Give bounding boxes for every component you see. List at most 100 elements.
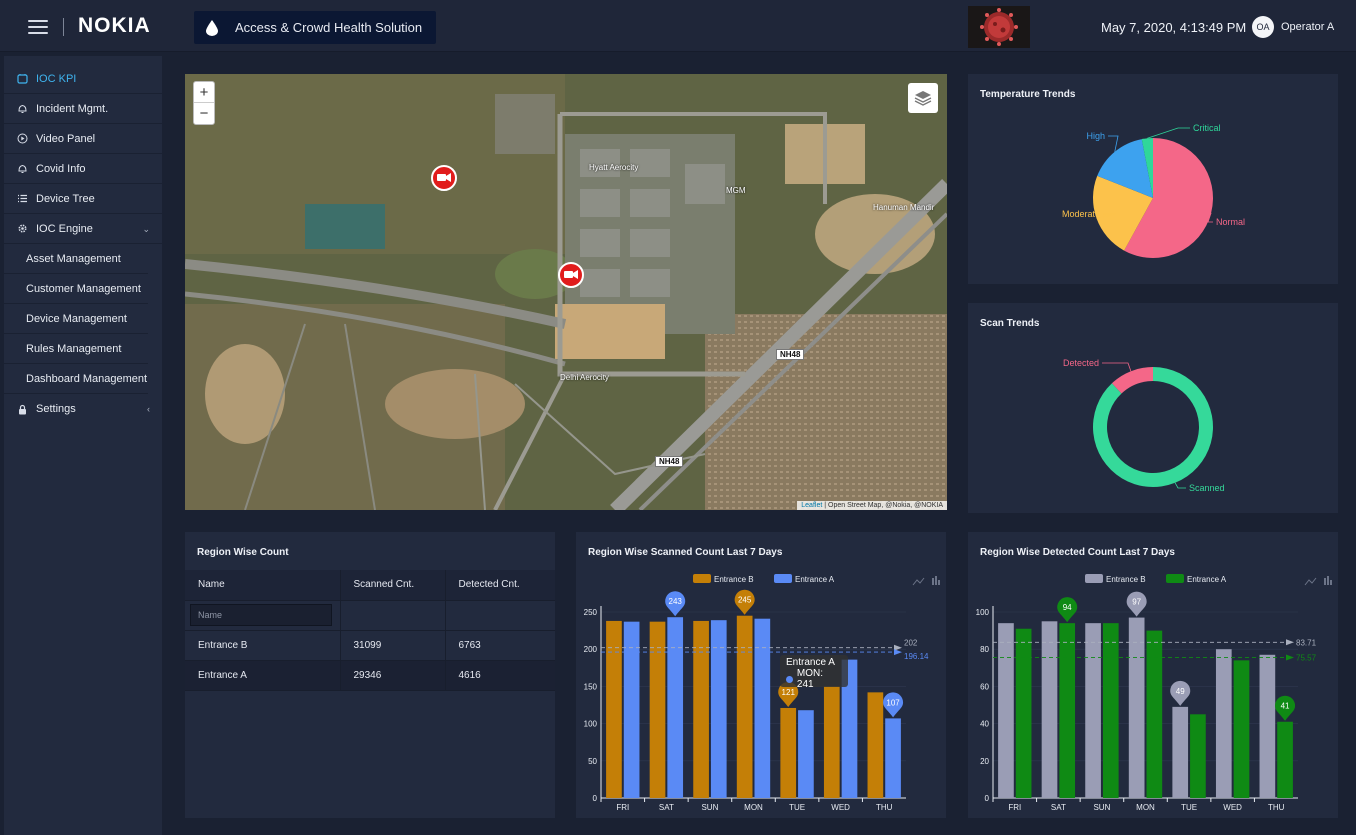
label-line <box>1102 362 1132 372</box>
sidebar-item-device-management[interactable]: Device Management <box>4 304 148 334</box>
sidebar-item-incident-mgmt[interactable]: Incident Mgmt. <box>4 94 162 124</box>
tooltip-value: MON: 241 <box>796 668 824 690</box>
leaflet-link[interactable]: Leaflet <box>801 502 823 509</box>
x-tick-label: FRI <box>1008 803 1021 812</box>
layers-button[interactable] <box>908 83 938 113</box>
layers-icon <box>914 91 932 106</box>
scanned-bar-chart[interactable]: 0 50 100 150 200 250 FRI SAT SUN MON TUE WED THU 202 2… <box>576 532 946 818</box>
sidebar-item-ioc-kpi[interactable]: IOC KPI <box>4 64 162 94</box>
top-bar: NOKIA Access & Crowd Health Solution May… <box>0 0 1356 52</box>
label-line <box>1147 127 1190 139</box>
x-tick-label: TUE <box>789 803 805 812</box>
panel-title: Temperature Trends <box>980 89 1076 100</box>
hamburger-menu-icon[interactable] <box>28 16 48 36</box>
table-row[interactable]: Entrance B 31099 6763 <box>185 630 555 661</box>
legend-label: Entrance A <box>795 575 835 584</box>
cell-name: Entrance A <box>185 660 341 691</box>
markpoint-pin <box>734 589 755 615</box>
coronavirus-image <box>968 6 1030 48</box>
bar <box>1215 649 1232 798</box>
bar <box>667 617 684 798</box>
line-chart-toggle-icon <box>1304 577 1317 586</box>
droplet-icon <box>206 19 218 36</box>
label-line <box>1096 213 1117 219</box>
bar <box>885 718 901 798</box>
x-tick-label: TUE <box>1181 803 1197 812</box>
column-header-detected[interactable]: Detected Cnt. <box>445 570 555 601</box>
table-row[interactable]: Entrance A 29346 4616 <box>185 660 555 691</box>
camera-icon <box>564 270 578 279</box>
camera-alert-marker[interactable] <box>431 165 457 191</box>
pie-slice <box>1097 139 1153 198</box>
label-line <box>1207 212 1213 223</box>
name-filter-input[interactable] <box>190 604 332 626</box>
sidebar-item-asset-management[interactable]: Asset Management <box>4 244 148 274</box>
detected-bar-chart[interactable]: 0 20 40 60 80 100 FRI SAT SUN MON TUE WED THU 83.71 97… <box>968 532 1338 818</box>
y-tick-label: 150 <box>584 682 598 691</box>
bar <box>1102 623 1119 798</box>
x-tick-label: SAT <box>659 803 674 812</box>
average-arrow <box>1286 639 1294 646</box>
gear-icon <box>16 223 28 235</box>
zoom-out-button[interactable]: − <box>199 105 209 122</box>
satellite-map[interactable]: Delhi Aerocity Hyatt Aerocity MGM Hanuma… <box>185 74 947 510</box>
legend-label: Entrance B <box>714 575 754 584</box>
markpoint-label: 94 <box>1063 603 1072 612</box>
slice-label: Scanned <box>1189 483 1225 493</box>
tooltip-title: Entrance A <box>786 657 835 668</box>
scan-donut-chart[interactable]: Scanned Detected <box>968 303 1338 513</box>
sidebar-item-rules-management[interactable]: Rules Management <box>4 334 148 364</box>
column-header-scanned[interactable]: Scanned Cnt. <box>340 570 446 601</box>
bar <box>1085 623 1101 798</box>
y-tick-label: 60 <box>980 682 989 691</box>
temperature-trends-panel: Temperature Trends Normal Moderate High Cri… <box>968 74 1338 284</box>
cell-detected: 4616 <box>445 660 555 691</box>
bell-icon <box>16 163 28 175</box>
sidebar-item-video-panel[interactable]: Video Panel <box>4 124 162 154</box>
average-label: 196.14 <box>904 652 929 661</box>
bar <box>606 620 622 798</box>
label-line <box>1174 482 1186 489</box>
panel-title: Region Wise Detected Count Last 7 Days <box>980 547 1175 558</box>
avatar[interactable]: OA <box>1252 16 1274 38</box>
slice-label: Normal <box>1216 217 1245 227</box>
zoom-in-button[interactable]: + <box>194 82 214 103</box>
camera-alert-marker[interactable] <box>558 262 584 288</box>
sidebar-item-label: Incident Mgmt. <box>36 102 109 115</box>
x-tick-label: SUN <box>1093 803 1110 812</box>
sidebar-item-covid-info[interactable]: Covid Info <box>4 154 162 184</box>
sidebar-item-ioc-engine[interactable]: IOC Engine ⌄ <box>4 214 162 244</box>
bar <box>1146 630 1163 798</box>
chart-tooltip: Entrance A MON: 241 <box>780 655 848 690</box>
sidebar-item-customer-management[interactable]: Customer Management <box>4 274 148 304</box>
bar <box>1041 621 1058 798</box>
sidebar-item-label: IOC Engine <box>36 222 93 235</box>
bar <box>754 618 771 798</box>
bar <box>780 707 797 798</box>
x-tick-label: MON <box>744 803 763 812</box>
temperature-pie-chart[interactable]: Normal Moderate High Critical <box>968 74 1338 284</box>
camera-icon <box>437 173 451 182</box>
brand-logo: NOKIA <box>78 14 151 37</box>
markpoint-pin <box>883 692 904 718</box>
y-tick-label: 0 <box>593 794 598 803</box>
map-label: MGM <box>726 186 746 195</box>
bar <box>623 621 640 798</box>
sidebar-item-label: Rules Management <box>26 342 122 355</box>
column-header-name[interactable]: Name <box>185 570 341 601</box>
legend-swatch <box>693 574 711 583</box>
pie-slice <box>1093 367 1213 487</box>
y-tick-label: 100 <box>584 720 598 729</box>
user-name[interactable]: Operator A <box>1281 21 1335 33</box>
chevron-down-icon: ⌄ <box>142 224 150 234</box>
sidebar-item-dashboard-management[interactable]: Dashboard Management <box>4 364 148 394</box>
panel-title: Scan Trends <box>980 318 1040 329</box>
map-zoom-control: + − <box>193 81 215 125</box>
cell-detected: 6763 <box>445 630 555 661</box>
sidebar-item-label: Device Management <box>26 312 127 325</box>
sidebar-item-device-tree[interactable]: Device Tree <box>4 184 162 214</box>
legend-label: Entrance A <box>1187 575 1227 584</box>
sidebar-item-settings[interactable]: Settings ‹ <box>4 394 162 424</box>
x-tick-label: WED <box>1223 803 1242 812</box>
y-tick-label: 20 <box>980 757 989 766</box>
